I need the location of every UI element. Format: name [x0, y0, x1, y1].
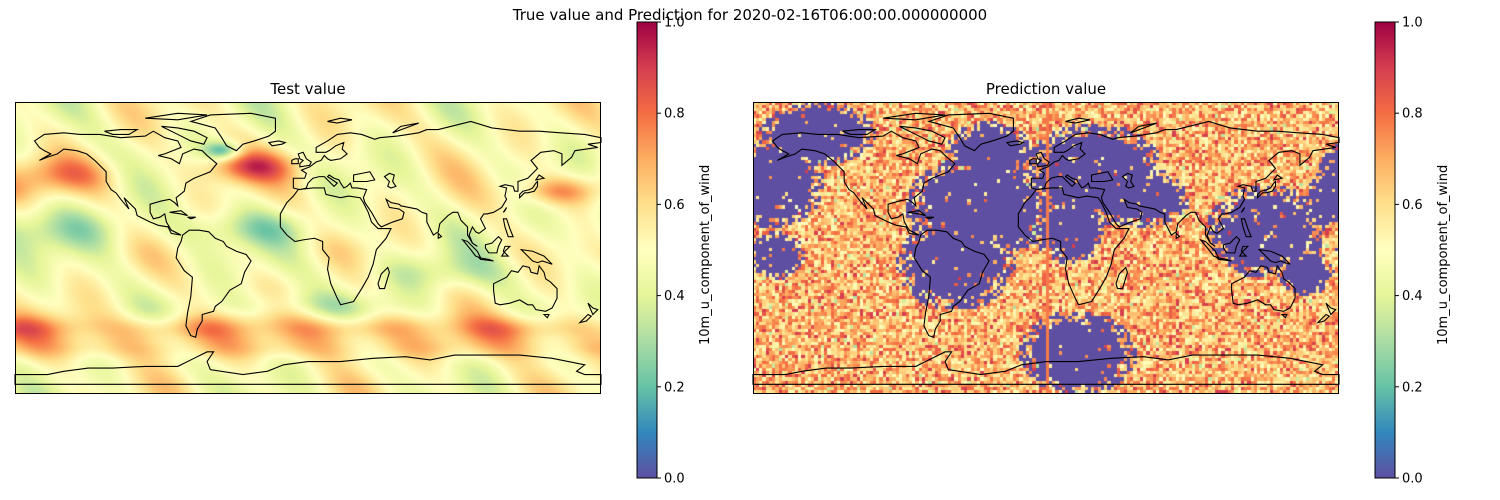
coastline	[520, 181, 538, 197]
colorbar-tick-label: 0.6	[664, 198, 685, 213]
coastline	[1259, 250, 1290, 265]
coastline	[883, 113, 945, 119]
coastline	[35, 131, 217, 235]
prediction-value-colorbar: 0.0 0.2 0.4 0.6 0.8 1.0	[1374, 16, 1423, 487]
colorbar-gradient	[636, 21, 658, 479]
coastline	[176, 230, 251, 337]
coastline	[1031, 121, 1339, 246]
coastline	[536, 175, 544, 180]
colorbar-gradient	[1374, 21, 1396, 479]
test-value-colorbar-label: 10m_u_component_of_wind	[698, 164, 713, 345]
colorbar-tick-label: 0.8	[1402, 107, 1423, 122]
coastline	[385, 173, 396, 188]
test-value-frame	[15, 102, 601, 394]
coastline	[378, 267, 389, 288]
prediction-value-coastlines	[753, 102, 1339, 394]
coastline	[170, 211, 188, 216]
colorbar-tick-label: 1.0	[1402, 16, 1423, 31]
coastline	[162, 126, 208, 144]
coastline	[1018, 188, 1129, 305]
coastline	[1258, 181, 1276, 197]
test-value-title: Test value	[270, 80, 346, 98]
coastline	[1116, 267, 1127, 288]
coastline	[393, 123, 419, 133]
colorbar-tick-label: 0.4	[1402, 289, 1423, 304]
coastline	[773, 131, 955, 235]
colorbar-tick-label: 0.0	[1402, 472, 1423, 487]
coastline	[521, 250, 552, 265]
coastline	[105, 130, 138, 135]
colorbar-tick-label: 0.6	[1402, 198, 1423, 213]
coastline	[929, 113, 1014, 150]
coastline	[1240, 246, 1248, 256]
coastline	[926, 217, 934, 219]
coastline	[145, 113, 207, 119]
coastline	[1223, 237, 1239, 253]
colorbar-tick-label: 0.2	[1402, 380, 1423, 395]
prediction-value-frame	[753, 102, 1339, 394]
test-value-heatmap	[15, 102, 601, 394]
coastline	[188, 217, 196, 219]
coastline	[503, 207, 506, 212]
coastline	[485, 237, 501, 253]
coastline	[1176, 233, 1179, 238]
coastline	[914, 230, 989, 337]
colorbar-tick-label: 1.0	[664, 16, 685, 31]
coastline	[1326, 303, 1336, 314]
coastline	[438, 233, 441, 238]
coastline	[1066, 118, 1090, 123]
coastline	[908, 211, 926, 216]
coastline	[1030, 159, 1037, 164]
coastline	[1274, 175, 1282, 180]
coastline	[1217, 258, 1232, 261]
colorbar-tick-label: 0.0	[664, 472, 685, 487]
coastline	[843, 130, 876, 135]
coastline	[1241, 207, 1244, 212]
test-value-coastlines	[15, 102, 601, 394]
coastline	[1007, 141, 1023, 146]
coastline	[191, 113, 276, 150]
coastline	[354, 172, 375, 182]
coastline	[544, 315, 549, 318]
coastline	[503, 219, 513, 237]
coastline	[298, 152, 311, 167]
test-value-colorbar: 0.0 0.2 0.4 0.6 0.8 1.0	[636, 16, 685, 487]
coastline	[328, 118, 352, 123]
coastline	[292, 159, 299, 164]
coastline	[1131, 123, 1157, 133]
coastline	[280, 188, 391, 305]
coastline	[580, 315, 591, 323]
coastline	[502, 246, 510, 256]
coastline	[1318, 315, 1329, 323]
coastline	[588, 303, 598, 314]
coastline	[1282, 315, 1287, 318]
colorbar-tick-label: 0.4	[664, 289, 685, 304]
coastline	[479, 258, 494, 261]
coastline	[1092, 172, 1113, 182]
prediction-value-colorbar-label: 10m_u_component_of_wind	[1436, 164, 1451, 345]
coastline	[269, 141, 285, 146]
coastline	[494, 266, 557, 311]
prediction-value-title: Prediction value	[985, 80, 1107, 98]
coastline	[753, 352, 1339, 384]
coastline	[900, 126, 946, 144]
figure-suptitle: True value and Prediction for 2020-02-16…	[512, 6, 988, 24]
colorbar-tick-label: 0.8	[664, 107, 685, 122]
colorbar-tick-label: 0.2	[664, 380, 685, 395]
coastline	[1232, 266, 1295, 311]
prediction-value-heatmap	[753, 102, 1339, 394]
coastline	[293, 121, 601, 246]
coastline	[1123, 173, 1134, 188]
coastline	[1036, 152, 1049, 167]
coastline	[15, 352, 601, 384]
coastline	[1241, 219, 1251, 237]
